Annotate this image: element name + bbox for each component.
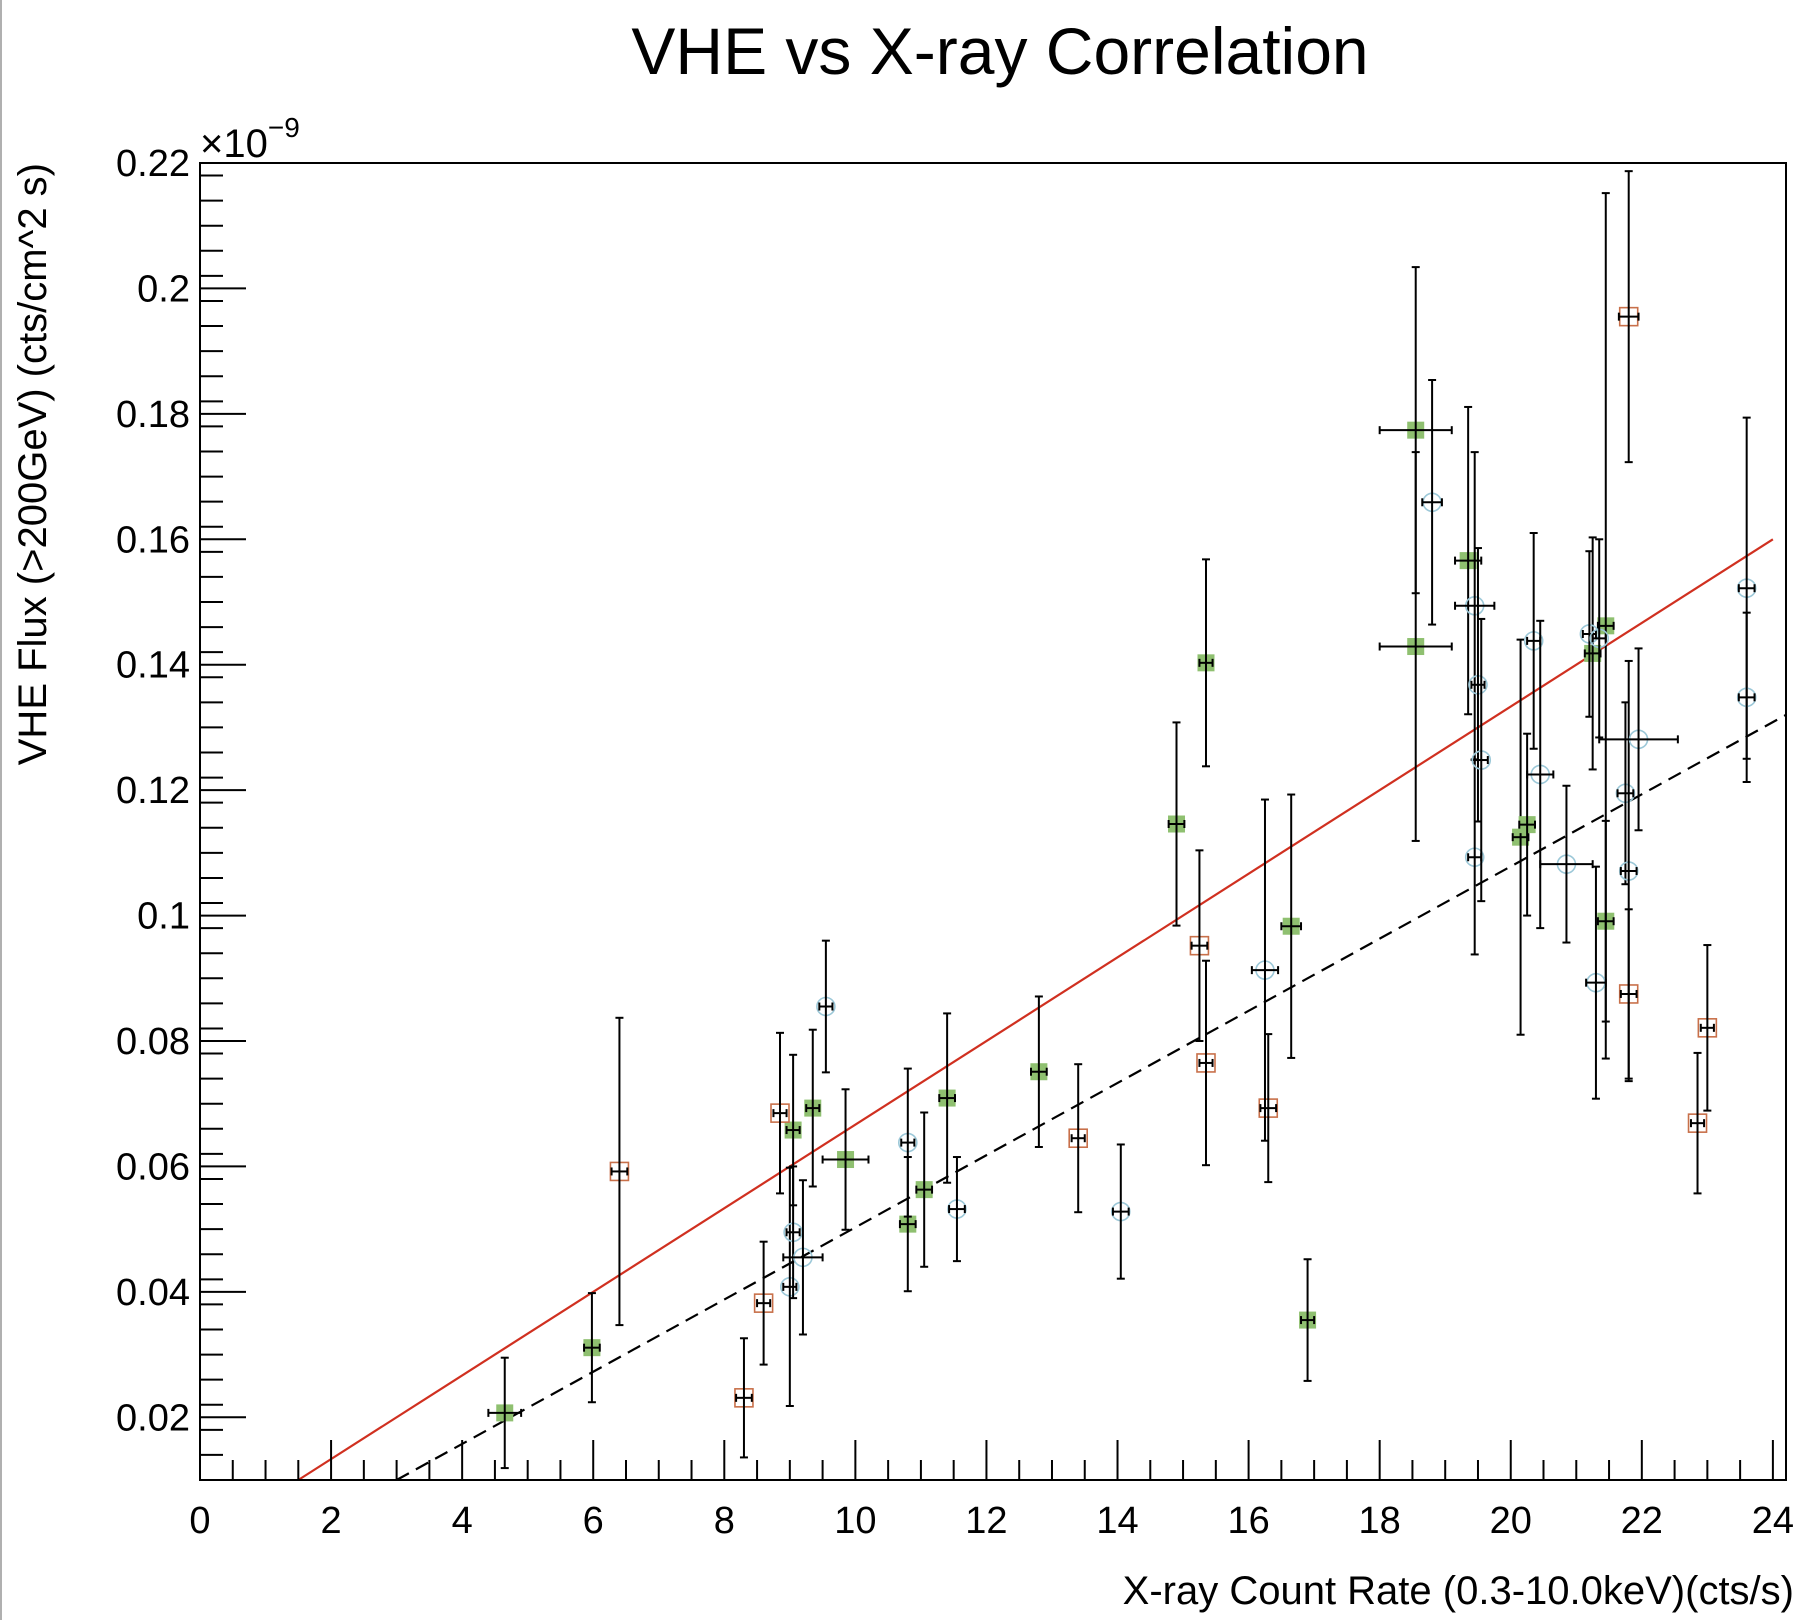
y-tick-label: 0.04 bbox=[116, 1272, 190, 1314]
y-tick-label: 0.22 bbox=[116, 143, 190, 185]
x-tick-label: 16 bbox=[1227, 1500, 1269, 1542]
fit-line-dashed bbox=[396, 713, 1787, 1481]
data-point bbox=[1068, 1063, 1088, 1214]
x-tick-label: 24 bbox=[1752, 1500, 1794, 1542]
data-point bbox=[1421, 378, 1443, 626]
axes: 0 2 4 6 8 10 12 14 16 18 20 22 240.020.040.060.080.1… bbox=[116, 143, 1794, 1542]
data-point bbox=[1687, 1051, 1708, 1195]
data-point bbox=[1598, 647, 1679, 832]
x-tick-label: 12 bbox=[965, 1500, 1007, 1542]
data-point bbox=[1697, 944, 1718, 1112]
data-point bbox=[804, 1028, 822, 1188]
data-point bbox=[1736, 611, 1757, 783]
data-point bbox=[1197, 558, 1215, 768]
y-tick-label: 0.18 bbox=[116, 394, 190, 436]
fit-lines bbox=[297, 538, 1787, 1481]
x-tick-label: 18 bbox=[1359, 1500, 1401, 1542]
data-point bbox=[1196, 959, 1216, 1167]
y-tick-label: 0.16 bbox=[116, 519, 190, 561]
x-tick-label: 2 bbox=[321, 1500, 342, 1542]
data-point bbox=[487, 1356, 523, 1470]
y-axis-label: VHE Flux (>200GeV) (cts/cm^2 s) bbox=[11, 163, 55, 765]
y-tick-label: 0.2 bbox=[137, 268, 190, 310]
data-point bbox=[1250, 798, 1280, 1142]
data-point bbox=[1468, 547, 1488, 823]
y-tick-label: 0.06 bbox=[116, 1146, 190, 1188]
fit-line-solid bbox=[297, 538, 1774, 1481]
data-point bbox=[1585, 865, 1607, 1100]
data-point bbox=[1579, 550, 1600, 718]
plot-frame bbox=[199, 162, 1787, 1481]
data-point bbox=[1030, 995, 1048, 1148]
data-point bbox=[938, 1012, 956, 1184]
chart-title: VHE vs X-ray Correlation bbox=[631, 14, 1368, 88]
x-tick-label: 14 bbox=[1096, 1500, 1138, 1542]
data-point bbox=[947, 1156, 967, 1263]
x-tick-label: 6 bbox=[583, 1500, 604, 1542]
data-point bbox=[1589, 538, 1610, 739]
data-point bbox=[1167, 721, 1186, 927]
data-point bbox=[1526, 619, 1555, 930]
data-point bbox=[1110, 1143, 1131, 1280]
y-tick-label: 0.1 bbox=[137, 896, 190, 938]
x-tick-label: 20 bbox=[1490, 1500, 1532, 1542]
x-tick-label: 4 bbox=[452, 1500, 473, 1542]
data-point bbox=[1454, 405, 1483, 716]
data-point bbox=[782, 1179, 824, 1336]
y-tick-label: 0.12 bbox=[116, 770, 190, 812]
x-tick-label: 22 bbox=[1621, 1500, 1663, 1542]
data-point bbox=[1471, 617, 1492, 903]
data-point bbox=[609, 1016, 630, 1327]
data-point bbox=[734, 1337, 754, 1459]
data-point bbox=[1189, 849, 1210, 1042]
data-points bbox=[487, 170, 1757, 1470]
data-point bbox=[1299, 1258, 1317, 1382]
data-point bbox=[816, 939, 836, 1074]
data-point bbox=[1539, 784, 1594, 944]
data-point bbox=[780, 1166, 800, 1407]
data-point bbox=[821, 1088, 870, 1231]
data-point bbox=[915, 1111, 934, 1268]
data-point bbox=[1378, 451, 1453, 842]
data-point bbox=[1618, 659, 1639, 1083]
y-tick-label: 0.08 bbox=[116, 1021, 190, 1063]
data-point bbox=[1280, 793, 1303, 1059]
y-multiplier: ×10−9 bbox=[200, 112, 300, 166]
y-tick-label: 0.02 bbox=[116, 1397, 190, 1439]
data-point bbox=[1511, 638, 1530, 1036]
data-point bbox=[770, 1031, 790, 1195]
data-point bbox=[1518, 732, 1536, 917]
data-point bbox=[1617, 170, 1640, 464]
x-axis-label: X-ray Count Rate (0.3-10.0keV)(cts/s) bbox=[1123, 1569, 1794, 1613]
x-tick-label: 10 bbox=[834, 1500, 876, 1542]
y-tick-label: 0.14 bbox=[116, 645, 190, 687]
x-tick-label: 0 bbox=[189, 1500, 210, 1542]
data-point bbox=[583, 1292, 601, 1404]
data-point bbox=[753, 1240, 774, 1366]
x-tick-label: 8 bbox=[714, 1500, 735, 1542]
data-point bbox=[898, 1067, 918, 1218]
